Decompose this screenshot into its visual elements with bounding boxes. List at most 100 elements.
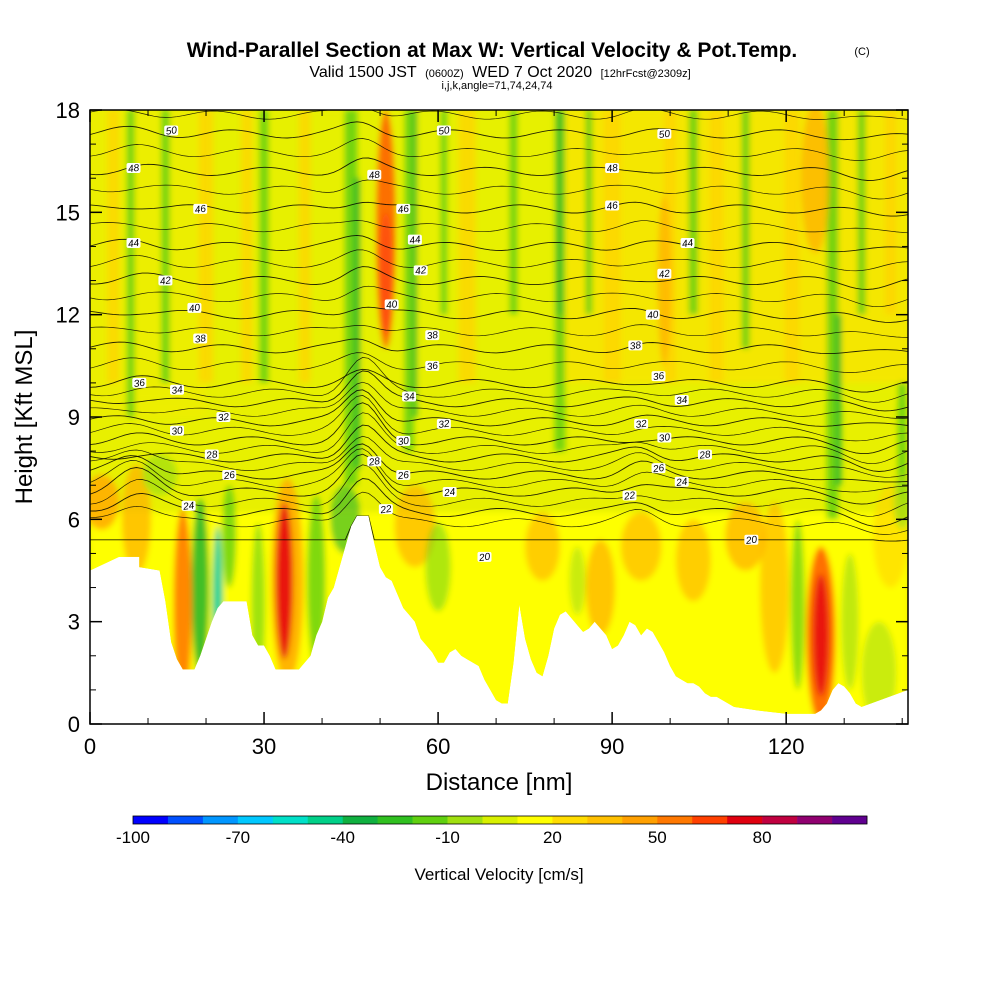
svg-text:22: 22	[622, 490, 636, 503]
chart-subtitle: Valid 1500 JST (0600Z) WED 7 Oct 2020 [1…	[309, 64, 690, 81]
svg-text:20: 20	[744, 535, 758, 548]
theta-label-29: 32	[634, 419, 649, 431]
theta-label-9: 44	[126, 238, 141, 251]
svg-text:20: 20	[477, 552, 491, 565]
theta-contours	[90, 110, 908, 542]
colorbar: -100 -70 -40 -10 20 50 80	[116, 815, 868, 847]
colorbar-tick--100: -100	[116, 828, 150, 847]
colorbar-swatch-18	[762, 816, 798, 824]
svg-text:38: 38	[426, 330, 439, 343]
colorbar-swatch-14	[622, 816, 658, 824]
theta-contour-labels: 50 50 50 48 48 48 46 46 46 44 44 44 42 42 42 40 40 40 38 38…	[126, 125, 759, 565]
velocity-field	[90, 110, 908, 714]
svg-text:50: 50	[165, 125, 178, 138]
colorbar-tick-20: 20	[543, 828, 562, 847]
colorbar-label: Vertical Velocity [cm/s]	[414, 865, 583, 884]
theta-label-20: 38	[628, 340, 643, 353]
svg-text:44: 44	[409, 234, 422, 247]
colorbar-swatch-5	[307, 816, 344, 824]
theta-label-41: 24	[675, 477, 689, 490]
theta-label-26: 34	[674, 395, 689, 408]
theta-label-4: 48	[367, 170, 382, 182]
svg-text:46: 46	[194, 204, 207, 217]
valid-date: WED 7 Oct 2020	[472, 64, 592, 81]
colorbar-swatch-0	[133, 816, 169, 824]
svg-text:30: 30	[397, 436, 410, 449]
svg-text:26: 26	[651, 463, 665, 476]
svg-text:36: 36	[652, 371, 665, 384]
theta-label-35: 28	[698, 449, 712, 462]
colorbar-tick--10: -10	[435, 828, 460, 847]
svg-text:38: 38	[629, 340, 642, 353]
svg-text:50: 50	[438, 125, 451, 138]
svg-text:36: 36	[133, 378, 146, 391]
colorbar-swatch-11	[517, 816, 553, 824]
svg-text:26: 26	[396, 470, 410, 483]
svg-text:28: 28	[367, 456, 381, 469]
theta-label-14: 42	[657, 268, 672, 281]
svg-text:44: 44	[127, 238, 140, 251]
valid-utc: (0600Z)	[425, 68, 464, 80]
svg-text:40: 40	[386, 299, 399, 312]
svg-text:46: 46	[397, 204, 410, 217]
y-axis-label: Height [Kft MSL]	[11, 330, 38, 505]
theta-label-39: 24	[181, 500, 196, 513]
theta-label-38: 26	[651, 463, 666, 476]
x-tick-90: 90	[600, 734, 624, 759]
y-tick-6: 6	[68, 507, 80, 532]
svg-text:36: 36	[426, 361, 439, 374]
theta-label-18: 38	[193, 333, 208, 346]
theta-label-17: 40	[645, 309, 660, 322]
colorbar-tick-50: 50	[648, 828, 667, 847]
colorbar-tick--40: -40	[330, 828, 355, 847]
theta-label-40: 24	[443, 487, 457, 500]
svg-text:38: 38	[194, 333, 207, 346]
svg-text:42: 42	[658, 268, 671, 281]
svg-text:28: 28	[205, 449, 219, 462]
theta-label-16: 40	[384, 299, 399, 312]
theta-label-5: 48	[605, 163, 620, 175]
theta-label-25: 34	[402, 391, 417, 404]
colorbar-swatch-19	[797, 816, 833, 824]
chart-title: Wind-Parallel Section at Max W: Vertical…	[187, 39, 798, 62]
svg-text:30: 30	[171, 425, 184, 438]
svg-text:24: 24	[675, 477, 689, 490]
svg-text:42: 42	[415, 265, 428, 278]
colorbar-swatch-13	[587, 816, 623, 824]
colorbar-tick--70: -70	[226, 828, 251, 847]
valid-time: Valid 1500 JST	[309, 64, 417, 81]
theta-label-27: 32	[216, 412, 231, 424]
svg-text:34: 34	[676, 395, 689, 408]
theta-label-7: 46	[396, 204, 411, 217]
theta-label-28: 32	[436, 419, 451, 431]
svg-text:48: 48	[127, 163, 140, 176]
theta-label-6: 46	[193, 204, 208, 217]
theta-label-21: 36	[132, 378, 147, 391]
svg-text:34: 34	[403, 391, 416, 404]
theta-label-37: 26	[396, 470, 411, 483]
colorbar-tick-80: 80	[753, 828, 772, 847]
colorbar-swatch-6	[342, 816, 378, 824]
y-tick-18: 18	[56, 98, 80, 123]
svg-text:24: 24	[443, 487, 457, 500]
grid-indices: i,j,k,angle=71,74,24,74	[441, 80, 552, 92]
svg-text:40: 40	[188, 303, 201, 316]
theta-label-34: 28	[367, 456, 382, 469]
svg-text:50: 50	[658, 129, 671, 142]
theta-label-30: 30	[170, 425, 185, 438]
theta-label-45: 20	[744, 535, 759, 548]
theta-label-24: 34	[170, 384, 185, 397]
colorbar-swatch-17	[727, 816, 763, 824]
theta-label-2: 50	[657, 129, 672, 142]
y-tick-9: 9	[68, 405, 80, 430]
colorbar-swatch-15	[657, 816, 693, 824]
colorbar-swatch-16	[692, 816, 728, 824]
svg-text:28: 28	[698, 449, 712, 462]
theta-label-12: 42	[158, 275, 173, 288]
svg-text:30: 30	[658, 432, 671, 445]
y-tick-0: 0	[68, 712, 80, 737]
theta-label-44: 20	[477, 552, 492, 565]
x-tick-120: 120	[768, 734, 805, 759]
